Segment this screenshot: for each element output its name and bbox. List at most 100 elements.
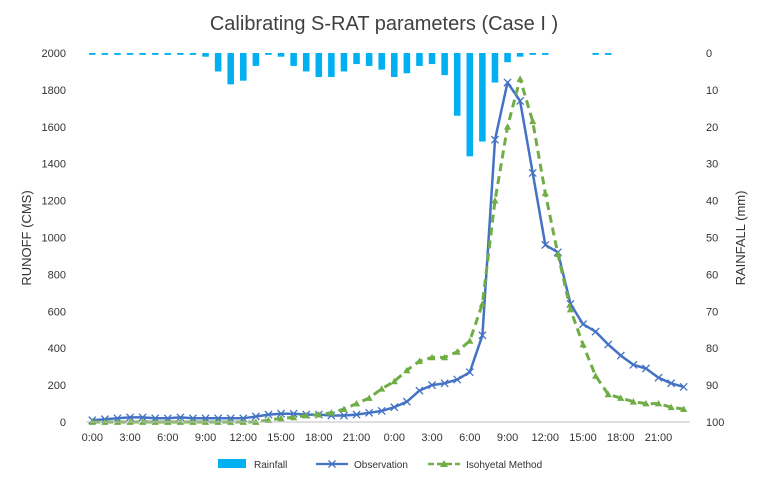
- observation-point: [541, 240, 550, 249]
- y2-axis-title: RAINFALL (mm): [733, 191, 748, 286]
- y-tick-label: 2000: [42, 48, 66, 60]
- observation-point: [402, 397, 411, 406]
- rainfall-bar: [353, 53, 360, 65]
- x-tick-label: 15:00: [267, 432, 295, 444]
- observation-point: [679, 382, 688, 392]
- isohyetal-point: [554, 250, 562, 257]
- y2-tick-label: 0: [706, 48, 712, 60]
- rainfall-bar: [328, 53, 335, 77]
- y2-tick-label: 80: [706, 343, 718, 355]
- observation-point: [629, 360, 638, 369]
- rainfall-bar: [428, 53, 436, 65]
- isohyetal-point: [403, 366, 411, 374]
- x-tick-label: 18:00: [305, 432, 333, 444]
- observation-point: [578, 320, 588, 329]
- isohyetal-point: [365, 394, 373, 401]
- isohyetal-point: [503, 123, 512, 130]
- y2-tick-label: 40: [706, 196, 718, 208]
- observation-point: [641, 364, 651, 373]
- rainfall-bar: [101, 53, 109, 55]
- isohyetal-point: [277, 414, 285, 422]
- rainfall-bar: [114, 53, 121, 55]
- x-tick-label: 21:00: [645, 432, 673, 444]
- x-tick-label: 12:00: [230, 432, 258, 444]
- x-axis-ticks: 0:00 3:00 6:00 9:00 12:00 15:00 18:00 21:00 0:00…: [82, 432, 673, 444]
- rainfall-bar: [277, 53, 285, 57]
- observation-point: [390, 403, 399, 412]
- isohyetal-point: [290, 413, 298, 421]
- x-tick-label: 21:00: [343, 432, 371, 444]
- observation-point: [654, 373, 663, 382]
- isohyetal-point: [604, 390, 612, 398]
- legend: Rainfall Observation Isohyetal Method: [218, 459, 542, 471]
- rainfall-bar: [441, 53, 448, 76]
- observation-point: [616, 351, 625, 360]
- x-tick-label: 6:00: [459, 432, 480, 444]
- rainfall-bar: [516, 53, 524, 57]
- isohyetal-point: [629, 398, 637, 405]
- observation-point: [591, 327, 600, 336]
- isohyetal-point: [466, 337, 474, 344]
- rainfall-bar: [315, 53, 323, 77]
- isohyetal-point: [478, 300, 486, 307]
- isohyetal-point: [529, 117, 537, 125]
- rainfall-bar: [378, 53, 385, 70]
- isohyetal-point: [667, 403, 675, 411]
- observation-point: [264, 410, 273, 419]
- isohyetal-line: [92, 77, 684, 424]
- y2-tick-label: 90: [706, 380, 718, 392]
- isohyetal-point: [642, 399, 650, 407]
- y2-tick-label: 30: [706, 159, 718, 171]
- legend-marker: [328, 460, 336, 468]
- y2-tick-label: 60: [706, 269, 718, 281]
- rainfall-bar: [365, 53, 373, 66]
- legend-marker: [440, 460, 448, 467]
- isohyetal-point: [264, 416, 273, 424]
- y-tick-label: 1800: [42, 85, 66, 97]
- rainfall-bar: [466, 53, 474, 157]
- right-axis-ticks: 0 10 20 30 40 50 60 70 80 90 100: [706, 48, 724, 429]
- observation-point: [503, 78, 512, 87]
- y-axis-title: RUNOFF (CMS): [19, 190, 34, 285]
- legend-label: Observation: [354, 460, 408, 471]
- isohyetal-point: [566, 305, 575, 313]
- isohyetal-point: [617, 394, 625, 401]
- isohyetal-point: [541, 189, 549, 197]
- x-tick-label: 6:00: [157, 432, 178, 444]
- isohyetal-point: [415, 357, 424, 364]
- observation-point: [125, 413, 135, 422]
- rainfall-bar: [604, 53, 612, 55]
- legend-item: Rainfall: [218, 459, 287, 471]
- observation-point: [365, 408, 374, 417]
- rainfall-bar: [189, 53, 197, 55]
- x-tick-label: 3:00: [119, 432, 140, 444]
- isohyetal-point: [302, 411, 310, 419]
- y2-tick-label: 50: [706, 233, 718, 245]
- rainfall-bar: [89, 53, 96, 55]
- rainfall-bar: [139, 53, 146, 55]
- y2-tick-label: 100: [706, 417, 724, 429]
- rainfall-bar: [529, 53, 536, 55]
- x-tick-label: 9:00: [497, 432, 518, 444]
- observation-point: [516, 96, 525, 106]
- y2-tick-label: 70: [706, 306, 718, 318]
- rainfall-bar: [491, 53, 499, 83]
- y2-tick-label: 20: [706, 122, 718, 134]
- x-tick-label: 18:00: [607, 432, 635, 444]
- rainfall-bar: [265, 53, 272, 55]
- observation-point: [163, 414, 172, 423]
- isohyetal-point: [327, 409, 335, 416]
- y-tick-label: 1400: [42, 159, 66, 171]
- rainfall-bar: [252, 53, 260, 66]
- observation-point: [427, 381, 437, 390]
- observation-point: [377, 406, 386, 415]
- observation-point: [415, 386, 424, 395]
- rainfall-bar: [479, 53, 486, 142]
- isohyetal-point: [579, 340, 587, 348]
- rainfall-bar: [416, 53, 423, 66]
- observation-point: [528, 168, 537, 177]
- observation-point: [440, 379, 449, 388]
- isohyetal-point: [516, 75, 524, 82]
- rainfall-bar: [126, 53, 134, 55]
